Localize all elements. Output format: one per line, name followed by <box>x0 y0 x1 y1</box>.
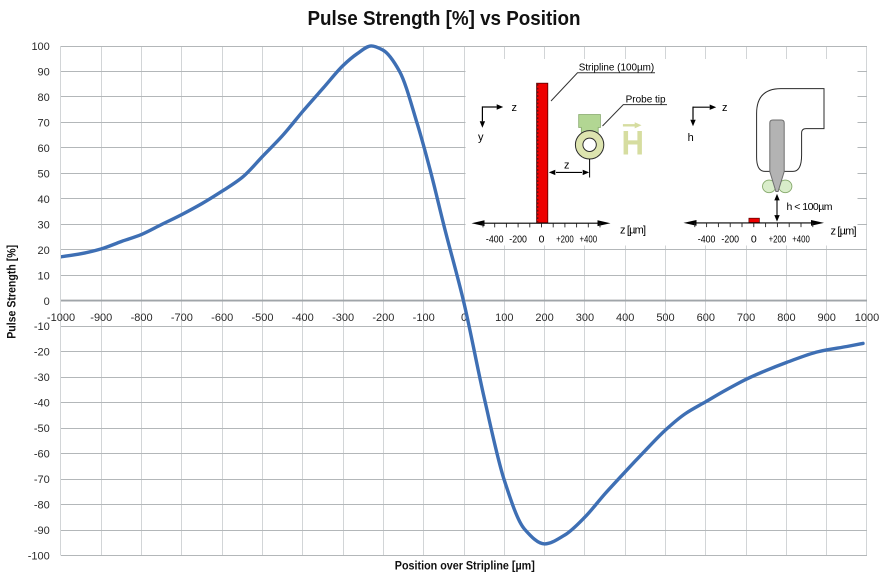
svg-text:0: 0 <box>461 312 467 324</box>
svg-text:-60: -60 <box>34 449 50 461</box>
svg-text:z: z <box>564 160 570 172</box>
svg-text:-500: -500 <box>251 312 273 324</box>
svg-text:200: 200 <box>535 312 553 324</box>
svg-text:-600: -600 <box>211 312 233 324</box>
svg-text:90: 90 <box>38 67 50 79</box>
svg-text:700: 700 <box>737 312 755 324</box>
svg-text:-200: -200 <box>372 312 394 324</box>
svg-text:-50: -50 <box>34 423 50 435</box>
svg-text:+200: +200 <box>556 234 574 246</box>
svg-text:-400: -400 <box>698 234 716 246</box>
svg-text:+400: +400 <box>792 234 810 246</box>
svg-text:-400: -400 <box>486 234 504 246</box>
svg-text:0: 0 <box>44 296 50 308</box>
svg-text:-30: -30 <box>34 372 50 384</box>
svg-text:+400: +400 <box>580 234 598 246</box>
svg-text:-100: -100 <box>413 312 435 324</box>
svg-text:Probe tip: Probe tip <box>626 94 666 106</box>
svg-text:h < 100µm: h < 100µm <box>787 201 833 213</box>
svg-text:+200: +200 <box>769 234 787 246</box>
svg-text:-200: -200 <box>721 234 739 246</box>
svg-text:50: 50 <box>38 168 50 180</box>
svg-text:60: 60 <box>38 143 50 155</box>
svg-text:Position over Stripline [µm]: Position over Stripline [µm] <box>395 558 535 572</box>
svg-text:70: 70 <box>38 117 50 129</box>
svg-text:900: 900 <box>818 312 836 324</box>
svg-text:-40: -40 <box>34 398 50 410</box>
svg-text:y: y <box>478 132 484 144</box>
svg-text:-400: -400 <box>292 312 314 324</box>
svg-text:Pulse Strength [%] vs Position: Pulse Strength [%] vs Position <box>308 8 581 30</box>
svg-text:30: 30 <box>38 219 50 231</box>
svg-text:100: 100 <box>31 41 49 53</box>
svg-text:h: h <box>688 132 694 144</box>
svg-text:-70: -70 <box>34 474 50 486</box>
svg-text:0: 0 <box>751 234 757 246</box>
svg-text:0: 0 <box>539 234 545 246</box>
svg-text:600: 600 <box>697 312 715 324</box>
svg-text:z: z <box>512 102 518 114</box>
svg-text:-300: -300 <box>332 312 354 324</box>
svg-text:-90: -90 <box>34 525 50 537</box>
svg-text:100: 100 <box>495 312 513 324</box>
svg-text:Pulse Strength [%]: Pulse Strength [%] <box>7 245 19 339</box>
svg-text:-10: -10 <box>34 321 50 333</box>
svg-text:80: 80 <box>38 92 50 104</box>
svg-text:500: 500 <box>656 312 674 324</box>
svg-text:10: 10 <box>38 270 50 282</box>
svg-text:-1000: -1000 <box>47 312 75 324</box>
svg-text:z: z <box>722 102 728 114</box>
svg-text:z [µm]: z [µm] <box>620 225 646 237</box>
svg-text:-700: -700 <box>171 312 193 324</box>
svg-text:-20: -20 <box>34 347 50 359</box>
svg-text:z [µm]: z [µm] <box>831 226 857 238</box>
svg-text:300: 300 <box>576 312 594 324</box>
svg-text:800: 800 <box>777 312 795 324</box>
svg-text:400: 400 <box>616 312 634 324</box>
svg-text:-900: -900 <box>90 312 112 324</box>
svg-text:Stripline (100µm): Stripline (100µm) <box>579 61 655 73</box>
svg-text:-200: -200 <box>509 234 527 246</box>
svg-text:40: 40 <box>38 194 50 206</box>
svg-text:20: 20 <box>38 245 50 257</box>
svg-text:H: H <box>622 125 645 163</box>
svg-text:1000: 1000 <box>855 312 879 324</box>
svg-text:-100: -100 <box>28 551 50 563</box>
svg-text:-80: -80 <box>34 500 50 512</box>
svg-text:-800: -800 <box>131 312 153 324</box>
